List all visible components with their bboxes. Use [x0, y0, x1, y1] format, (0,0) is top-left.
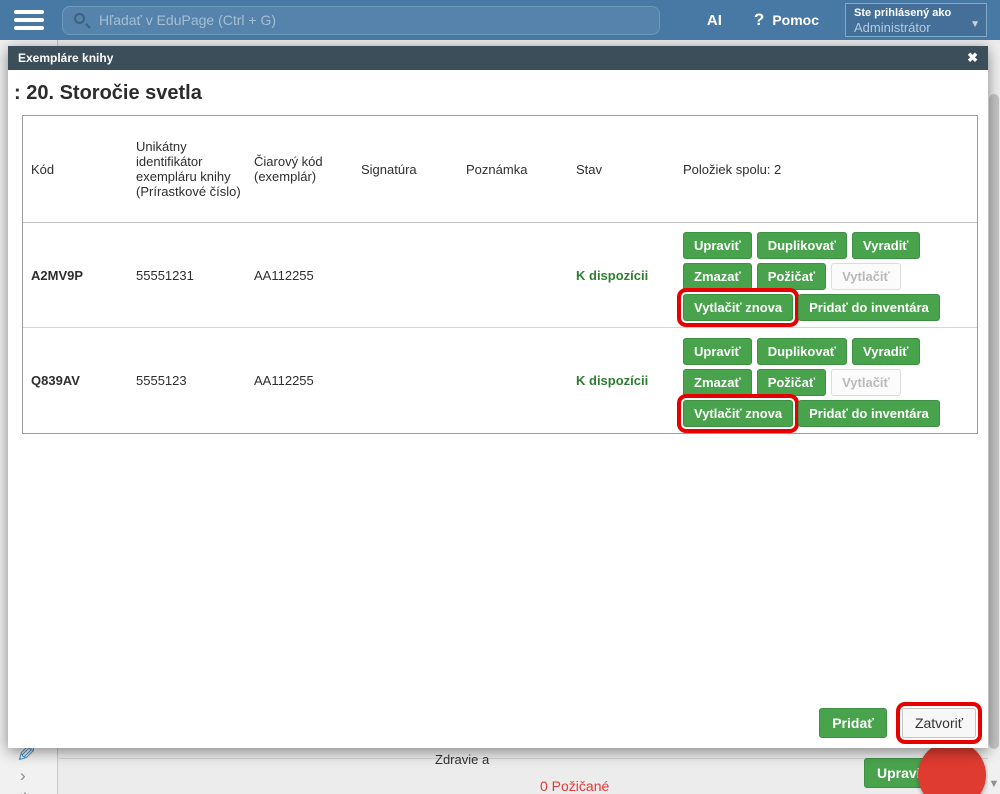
cell-kod: Q839AV [31, 373, 80, 388]
hamburger-menu-icon[interactable] [14, 10, 44, 30]
book-title: : 20. Storočie svetla [14, 82, 202, 104]
background-subject-text: Zdravie a [435, 752, 490, 767]
cell-barcode: AA112255 [254, 373, 314, 388]
col-signatura: Signatúra [361, 161, 417, 177]
modal-footer: Pridať Zatvoriť [819, 702, 983, 744]
search-container [62, 5, 660, 35]
discard-button[interactable]: Vyradiť [852, 337, 920, 365]
scrollbar-thumb[interactable] [989, 94, 999, 749]
items-total: Položiek spolu: 2 [683, 161, 782, 177]
help-button[interactable]: ? Pomoc [754, 10, 819, 30]
col-stav: Stav [576, 161, 603, 177]
col-poznamka: Poznámka [466, 161, 528, 177]
ai-button[interactable]: AI [706, 11, 722, 29]
close-icon[interactable]: ✖ [967, 50, 978, 65]
lend-button[interactable]: Požičať [756, 368, 827, 396]
modal-exemplare-knihy: Exempláre knihy ✖ : 20. Storočie svetla … [8, 46, 988, 748]
modal-title: Exempláre knihy [18, 51, 114, 65]
background-borrowed-count: 0 Požičané [540, 778, 610, 794]
col-barcode: Čiarový kód (exemplár) [254, 154, 323, 184]
print-button: Vytlačiť [831, 368, 901, 396]
cell-barcode: AA112255 [254, 267, 314, 283]
print-again-button[interactable]: Vytlačiť znova [676, 393, 800, 433]
cell-kod: A2MV9P [31, 267, 84, 283]
vertical-scrollbar: ▼ [988, 44, 1000, 794]
cell-identifier: 5555123 [136, 373, 187, 388]
scrollbar-down-arrow-icon[interactable]: ▼ [988, 778, 1000, 790]
modal-header: Exempláre knihy ✖ [8, 46, 988, 70]
close-button[interactable]: Zatvoriť [895, 702, 983, 744]
print-button: Vytlačiť [831, 263, 901, 290]
delete-button[interactable]: Zmazať [683, 368, 752, 396]
add-to-inventory-button[interactable]: Pridať do inventára [798, 399, 940, 427]
search-icon [74, 12, 85, 24]
background-panel [59, 758, 988, 794]
expand-chevron-icon[interactable]: › [20, 766, 26, 785]
user-menu[interactable]: Ste prihlásený ako Administrátor ▼ [845, 3, 987, 37]
copies-table: Kód Unikátny identifikátor exempláru kni… [22, 115, 978, 434]
cell-signatura [353, 328, 458, 433]
help-icon: ? [753, 10, 765, 29]
chevron-down-icon: ▼ [970, 19, 980, 30]
discard-button[interactable]: Vyradiť [852, 232, 920, 259]
gear-icon[interactable]: ⚙ [16, 788, 34, 794]
col-kod: Kód [31, 161, 55, 177]
search-input[interactable] [62, 5, 660, 35]
table-header-row: Kód Unikátny identifikátor exempláru kni… [23, 116, 977, 223]
topbar-right: AI ? Pomoc Ste prihlásený ako Administrá… [707, 0, 1000, 40]
duplicate-button[interactable]: Duplikovať [756, 337, 848, 365]
user-name: Administrátor [854, 20, 931, 35]
topbar: AI ? Pomoc Ste prihlásený ako Administrá… [0, 0, 1000, 40]
add-button[interactable]: Pridať [819, 708, 887, 738]
print-again-button[interactable]: Vytlačiť znova [676, 288, 800, 327]
cell-poznamka [458, 223, 568, 327]
help-label: Pomoc [772, 12, 819, 28]
col-identifier: Unikátny identifikátor exempláru knihy (… [136, 139, 241, 199]
delete-button[interactable]: Zmazať [683, 263, 752, 290]
cell-actions: Upraviť Duplikovať Vyradiť Zmazať Požiča… [673, 223, 977, 327]
cell-signatura [353, 223, 458, 327]
user-role-label: Ste prihlásený ako [854, 7, 952, 19]
edit-button[interactable]: Upraviť [683, 337, 752, 365]
cell-poznamka [458, 328, 568, 433]
cell-actions: Upraviť Duplikovať Vyradiť Zmazať Požiča… [673, 328, 977, 433]
floating-action-circle[interactable] [918, 741, 986, 794]
status-badge: K dispozícii [576, 267, 649, 283]
lend-button[interactable]: Požičať [756, 263, 827, 290]
cell-identifier: 55551231 [136, 267, 194, 283]
edit-button[interactable]: Upraviť [683, 232, 752, 259]
table-row: A2MV9P 55551231 AA112255 K dispozícii Up… [23, 223, 977, 328]
table-row: Q839AV 5555123 AA112255 K dispozícii Upr… [23, 328, 977, 433]
duplicate-button[interactable]: Duplikovať [756, 232, 848, 259]
status-badge: K dispozícii [576, 373, 649, 388]
add-to-inventory-button[interactable]: Pridať do inventára [798, 294, 940, 321]
